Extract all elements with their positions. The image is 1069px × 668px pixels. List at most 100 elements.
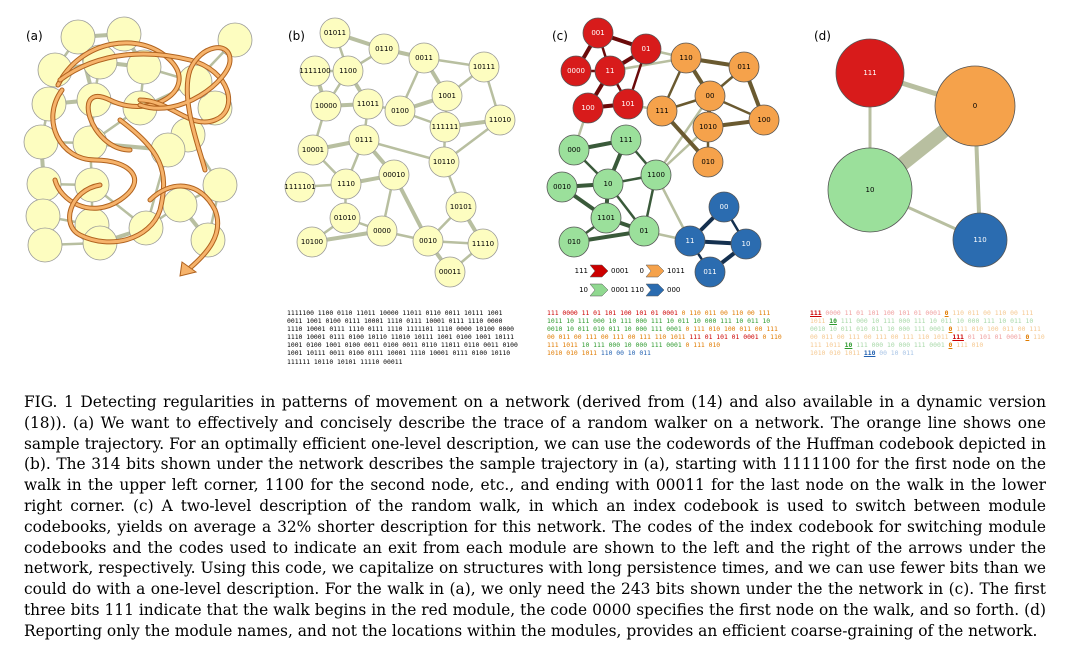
bitstream-segment: 00 10 011 — [875, 349, 914, 358]
panel-a-node — [150, 132, 186, 168]
walk-trajectory — [68, 118, 166, 244]
panel-c-node-label: 0000 — [567, 67, 585, 75]
figure-caption: FIG. 1 Detecting regularities in pattern… — [24, 393, 1046, 640]
panel-c-bitstream: 111 0000 11 01 101 100 101 01 0001 0 110… — [547, 309, 782, 358]
panel-b-node-label: 10000 — [315, 102, 337, 110]
panel-c-node-label: 1101 — [597, 214, 615, 222]
walk-trajectory — [56, 41, 181, 152]
panel-b-node-label: 11010 — [489, 116, 511, 124]
panel-b-node-label: 11110 — [472, 240, 494, 248]
panel-b-network: 01011 0110 1111100 1100 0011 10111 10000 11011 0… — [284, 17, 516, 288]
panel-c-node-label: 100 — [581, 104, 594, 112]
panel-c-node: 010 — [558, 226, 590, 258]
panel-b-node-label: 1100 — [339, 67, 357, 75]
panel-b-node: 0010 — [412, 225, 444, 257]
panel-d-node-label: 0 — [973, 102, 977, 110]
panel-c-node: 011 — [728, 51, 760, 83]
bitstream-line: 1011 10 111 000 10 111 000 111 10 011 10… — [547, 317, 782, 325]
panel-c-node: 010 — [692, 146, 724, 178]
bitstream-segment: 10 111 000 10 000 111 0001 — [581, 341, 686, 350]
panel-b-node: 0000 — [366, 215, 398, 247]
panel-c-node: 001 — [582, 17, 614, 49]
panel-c-node: 111 — [646, 95, 678, 127]
bitstream-segment: 0 110 — [762, 333, 782, 342]
panel-c-node-label: 0010 — [553, 183, 571, 191]
panel-b-node: 1001 — [431, 80, 463, 112]
bitstream-segment: 111 1011 — [547, 341, 582, 350]
panel-b-node: 10101 — [445, 191, 477, 223]
panel-b-node: 0100 — [384, 95, 416, 127]
panel-c-node-label: 010 — [567, 238, 580, 246]
bitstream-segment: 10 — [829, 317, 837, 326]
module-switch-arrow: 10 0001 — [579, 283, 629, 297]
panel-c-node: 0010 — [546, 171, 578, 203]
panel-d-network: 111 0 10 110 — [827, 38, 1016, 268]
exit-code-label: 0001 — [611, 267, 629, 275]
panel-c-node-label: 00 — [706, 92, 715, 100]
index-code-label: 10 — [579, 286, 588, 294]
panel-c-node-label: 010 — [701, 158, 714, 166]
panel-b-node-label: 0010 — [419, 237, 437, 245]
panel-c-node: 1010 — [692, 111, 724, 143]
bitstream-line: 1001 10111 0011 0100 0111 10001 1110 100… — [287, 349, 511, 358]
panel-c-node-label: 110 — [679, 54, 692, 62]
panel-a-network — [23, 16, 253, 277]
panel-b-node-label: 1110 — [337, 180, 355, 188]
panel-b-node-label: 1001 — [438, 92, 456, 100]
panel-c-node: 011 — [694, 256, 726, 288]
panel-c-node-label: 001 — [591, 29, 604, 37]
exit-arrow-icon — [589, 264, 609, 278]
panel-b-node-label: 0011 — [415, 54, 433, 62]
panel-b-node-label: 00010 — [383, 171, 405, 179]
bitstream-segment: 0 110 011 00 110 00 111 — [681, 309, 771, 317]
panel-c-node: 01 — [630, 33, 662, 65]
bitstream-line: 00 011 00 111 00 111 00 111 110 1011 111… — [547, 333, 782, 341]
walk-trajectory — [138, 46, 232, 172]
panel-b-node: 10100 — [296, 226, 328, 258]
panel-b-node-label: 0111 — [355, 136, 373, 144]
panel-c-node-label: 00 — [720, 203, 729, 211]
bitstream-line: 1110 10001 0111 0100 10110 11010 10111 1… — [287, 333, 515, 342]
panel-b-node-label: 1111100 — [299, 67, 330, 75]
panel-b-node: 0111 — [348, 124, 380, 156]
panel-c-node: 111 — [610, 124, 642, 156]
bitstream-segment: 1011 — [810, 317, 830, 326]
exit-arrow-icon — [645, 283, 665, 297]
panel-c-node-label: 01 — [640, 227, 649, 235]
panel-b-node: 01011 — [319, 17, 351, 49]
panel-b-node: 10111 — [468, 51, 500, 83]
bitstream-segment: 0010 10 011 010 011 10 000 111 0001 — [810, 325, 949, 334]
panel-b-node: 1111101 — [284, 171, 316, 203]
panel-c-node: 11 — [674, 225, 706, 257]
panel-b-node: 00011 — [434, 256, 466, 288]
bitstream-segment: 111 010 100 011 00 111 — [952, 325, 1041, 334]
panel-c-node: 0000 — [560, 55, 592, 87]
panel-a-walk — [50, 40, 233, 277]
walk-trajectory — [58, 52, 231, 124]
bitstream-segment: 0010 10 011 010 011 10 000 111 0001 — [547, 325, 686, 334]
bitstream-segment: 0 111 010 100 011 00 111 — [685, 325, 778, 334]
bitstream-segment: 111 000 10 000 111 0001 — [852, 341, 949, 350]
bitstream-line: 00 011 00 111 00 111 00 111 110 1011 111… — [810, 333, 1045, 341]
panel-c-node-label: 111 — [655, 107, 668, 115]
walk-trajectory — [51, 88, 136, 210]
bitstream-segment: 01 101 01 0001 — [963, 333, 1026, 342]
panel-b-node-label: 0000 — [373, 227, 391, 235]
panel-b-node: 11010 — [484, 104, 516, 136]
panel-c-node-label: 101 — [621, 100, 634, 108]
panel-c-node: 1100 — [640, 159, 672, 191]
panel-c-node: 100 — [572, 92, 604, 124]
panel-b-node: 1100 — [332, 55, 364, 87]
bitstream-segment: 111 1011 — [810, 341, 845, 350]
panel-b-node-label: 00011 — [439, 268, 461, 276]
bitstream-segment: 0 111 010 — [685, 341, 721, 350]
bitstream-segment: 1010 010 1011 — [547, 349, 601, 358]
module-switch-arrow: 110 000 — [631, 283, 680, 297]
panel-label-b: (b) — [288, 29, 305, 43]
module-switch-arrow: 111 0001 — [575, 264, 629, 278]
panel-c-node-label: 1100 — [647, 171, 665, 179]
bitstream-line: 0010 10 011 010 011 10 000 111 0001 0 11… — [810, 325, 1045, 333]
bitstream-line: 111 0000 11 01 101 100 101 01 0001 0 110… — [547, 309, 782, 317]
